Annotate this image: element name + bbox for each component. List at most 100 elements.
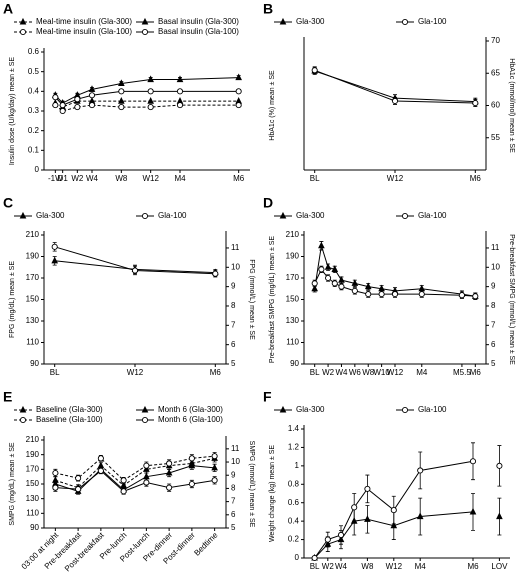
y-tick-label: 1.2 (288, 443, 300, 452)
data-point (74, 104, 81, 111)
x-tick-label: W2 (322, 368, 335, 377)
y-tick-label: 130 (26, 494, 40, 503)
data-point (311, 284, 319, 292)
y2-tick-label: 6 (491, 340, 496, 349)
data-point (325, 274, 332, 282)
x-tick-label: M4 (415, 562, 427, 571)
x-tick-label: W12 (142, 174, 159, 183)
y2-axis-title: SMPG (mmol/L) mean ± SE (248, 441, 255, 528)
x-tick-label: W12 (386, 562, 403, 571)
x-tick-label: -1W (48, 174, 63, 183)
x-tick-label: M5.5 (453, 368, 471, 377)
legend-label: Gla-100 (418, 17, 447, 26)
series-line (55, 457, 215, 489)
data-point (351, 287, 358, 294)
series-line (54, 77, 239, 104)
data-point (311, 554, 318, 562)
data-point (147, 88, 154, 95)
data-point (469, 507, 477, 515)
data-point (147, 75, 154, 83)
y-tick-label: 0 (35, 165, 40, 174)
data-point (75, 475, 82, 482)
legend-label: Gla-300 (296, 405, 325, 414)
x-tick-label: M6 (233, 174, 245, 183)
y-axis-title: FPG (mg/dL) mean ± SE (9, 261, 16, 338)
y-axis-title: Insulin dose (U/kg/day) mean ± SE (9, 57, 16, 165)
legend-marker (141, 17, 149, 25)
data-point (188, 480, 195, 488)
panel-letter: D (263, 195, 273, 211)
y2-tick-label: 11 (231, 243, 240, 252)
y-tick-label: 210 (286, 230, 300, 239)
x-tick-label: W12 (127, 368, 144, 377)
y-axis-title: HbA1c (%) mean ± SE (269, 70, 276, 141)
y2-tick-label: 10 (231, 262, 240, 271)
data-point (364, 485, 371, 492)
legend-marker (279, 211, 287, 219)
data-point (235, 73, 242, 81)
y2-axis-title: HbA1c (mmol/mol) mean ± SE (508, 58, 515, 153)
data-point (211, 463, 218, 471)
y2-tick-label: 8 (491, 301, 496, 310)
data-point (469, 458, 477, 465)
y-tick-label: 130 (286, 316, 300, 325)
x-tick-label: W10 (373, 368, 390, 377)
y-tick-label: 90 (290, 359, 299, 368)
legend-marker (141, 405, 149, 413)
data-point (52, 484, 59, 491)
data-point (496, 462, 503, 469)
data-point (88, 85, 96, 92)
data-point (418, 284, 426, 292)
data-point (324, 263, 332, 270)
data-point (74, 96, 81, 103)
x-tick-label: W2 (322, 562, 335, 571)
x-tick-label: W2 (71, 174, 84, 183)
data-point (378, 291, 385, 298)
legend-marker (19, 405, 27, 413)
x-tick-label: BL (50, 368, 60, 377)
y2-axis-title: FPG (mmol/L) mean ± SE (248, 259, 255, 340)
data-point (496, 512, 503, 520)
legend-marker (141, 212, 149, 220)
legend-label: Basal insulin (Gla-300) (158, 17, 239, 26)
y2-tick-label: 7 (491, 320, 496, 329)
y2-tick-label: 5 (231, 359, 236, 368)
y-tick-label: 0 (295, 553, 300, 562)
legend-marker (279, 17, 287, 25)
x-tick-label: W4 (86, 174, 99, 183)
data-point (324, 536, 331, 543)
data-point (118, 79, 125, 87)
legend-label: Meal-time insulin (Gla-100) (36, 27, 132, 36)
data-point (165, 468, 173, 476)
y-tick-label: 1.4 (288, 424, 300, 433)
data-point (458, 292, 465, 299)
panel-letter: B (263, 1, 273, 17)
y-tick-label: 150 (286, 295, 300, 304)
series-line (55, 470, 215, 492)
data-point (147, 97, 154, 104)
data-point (51, 243, 58, 250)
x-tick-label: M4 (416, 368, 428, 377)
y-tick-label: 170 (26, 464, 40, 473)
data-point (338, 283, 345, 290)
data-point (97, 455, 104, 462)
y2-tick-label: 55 (491, 133, 500, 142)
y2-tick-label: 9 (231, 470, 236, 479)
legend-label: Gla-300 (296, 17, 325, 26)
series-line (55, 104, 239, 112)
data-point (120, 488, 127, 495)
data-point (416, 512, 424, 520)
data-point (211, 477, 218, 484)
y2-tick-label: 9 (231, 282, 236, 291)
data-point (318, 241, 325, 249)
y2-tick-label: 5 (491, 359, 496, 368)
y-tick-label: 150 (26, 295, 40, 304)
y2-tick-label: 7 (231, 320, 236, 329)
legend-label: Meal-time insulin (Gla-300) (36, 17, 132, 26)
y2-tick-label: 6 (231, 340, 236, 349)
data-point (331, 280, 338, 287)
data-point (166, 484, 173, 491)
y-tick-label: 150 (26, 479, 40, 488)
legend-label: Gla-300 (296, 211, 325, 220)
